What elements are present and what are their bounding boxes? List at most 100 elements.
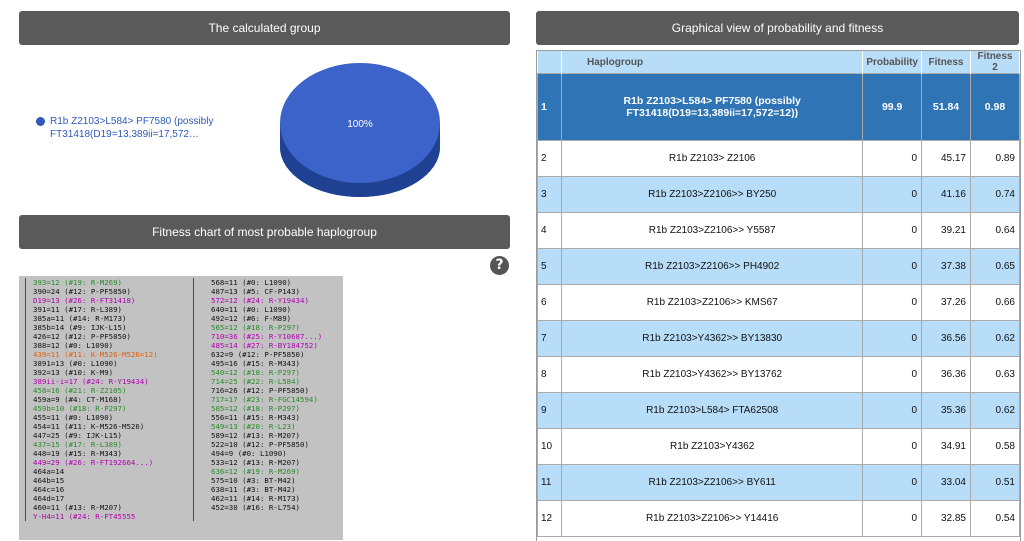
- table-header-row: Haplogroup Probability Fitness Fitness 2: [537, 51, 1020, 74]
- haplogroup-table-container[interactable]: Haplogroup Probability Fitness Fitness 2…: [536, 50, 1021, 541]
- col-probability[interactable]: Probability: [862, 51, 922, 74]
- str-row: 710=36 (#25: R-Y10687...): [181, 332, 343, 341]
- col-haplogroup[interactable]: Haplogroup: [561, 51, 864, 74]
- str-label: Y-H4=11 (#24: R-FT45555: [33, 512, 136, 521]
- table-row[interactable]: 9 R1b Z2103>L584> FTA62508 0 35.36 0.62: [537, 392, 1020, 429]
- table-row[interactable]: 8 R1b Z2103>Y4362>> BY13762 0 36.36 0.63: [537, 356, 1020, 393]
- str-marker-bar: [193, 296, 194, 305]
- str-label: 392=13 (#10: K-M9): [33, 368, 114, 377]
- str-marker-bar: [193, 341, 194, 350]
- str-label: 632=9 (#12: P-PF5850): [211, 350, 305, 359]
- str-row: 393=12 (#19: R-M269): [19, 278, 181, 287]
- legend-dot: [36, 117, 45, 126]
- row-index: 2: [537, 140, 562, 177]
- str-marker-bar: [193, 512, 194, 521]
- col-fitness[interactable]: Fitness: [921, 51, 971, 74]
- str-marker-bar: [25, 485, 26, 494]
- row-probability: 0: [862, 284, 922, 321]
- row-index: 12: [537, 500, 562, 537]
- str-label: 385b=14 (#9: IJK-L15): [33, 323, 127, 332]
- str-row: 464a=14: [19, 467, 181, 476]
- str-row: 589=12 (#13: R-M207): [181, 431, 343, 440]
- str-row: 462=11 (#14: R-M173): [181, 494, 343, 503]
- row-probability: 0: [862, 428, 922, 465]
- table-row[interactable]: 4 R1b Z2103>Z2106>> Y5587 0 39.21 0.64: [537, 212, 1020, 249]
- table-row[interactable]: 10 R1b Z2103>Y4362 0 34.91 0.58: [537, 428, 1020, 465]
- row-fitness-2: 0.62: [970, 392, 1020, 429]
- str-row: 492=12 (#6: F-M89): [181, 314, 343, 323]
- row-probability: 0: [862, 212, 922, 249]
- table-row[interactable]: 3 R1b Z2103>Z2106>> BY250 0 41.16 0.74: [537, 176, 1020, 213]
- col-fitness-2[interactable]: Fitness 2: [970, 51, 1020, 74]
- row-haplogroup: R1b Z2103>Z2106>> KMS67: [560, 284, 864, 321]
- str-row: 716=26 (#12: P-PF5850): [181, 386, 343, 395]
- str-row: 426=12 (#12: P-PF5850): [19, 332, 181, 341]
- str-row: Y-H4=11 (#24: R-FT45555: [19, 512, 181, 521]
- table-row[interactable]: 12 R1b Z2103>Z2106>> Y14416 0 32.85 0.54: [537, 500, 1020, 537]
- row-index: 8: [537, 356, 562, 393]
- table-row[interactable]: 6 R1b Z2103>Z2106>> KMS67 0 37.26 0.66: [537, 284, 1020, 321]
- row-probability: 0: [862, 140, 922, 177]
- str-label: D19=13 (#26: R-FT31418): [33, 296, 136, 305]
- str-row: 522=10 (#12: P-PF5850): [181, 440, 343, 449]
- str-label: 459b=10 (#18: R-P297): [33, 404, 127, 413]
- str-row: 385b=14 (#9: IJK-L15): [19, 323, 181, 332]
- pie-slice-label: 100%: [347, 119, 373, 130]
- str-marker-bar: [193, 422, 194, 431]
- str-row: 533=12 (#13: R-M207): [181, 458, 343, 467]
- str-row: 390=24 (#12: P-PF5850): [19, 287, 181, 296]
- row-index: 1: [537, 73, 562, 141]
- table-row[interactable]: 7 R1b Z2103>Y4362>> BY13830 0 36.56 0.62: [537, 320, 1020, 357]
- str-marker-bar: [25, 278, 26, 287]
- row-haplogroup: R1b Z2103>Y4362: [560, 428, 864, 465]
- pie-slice-100[interactable]: [280, 63, 440, 183]
- str-label: 710=36 (#25: R-Y10687...): [211, 332, 323, 341]
- row-index: 4: [537, 212, 562, 249]
- str-marker-bar: [25, 467, 26, 476]
- table-row[interactable]: 1 R1b Z2103>L584> PF7580 (possibly FT3141…: [537, 73, 1020, 141]
- str-marker-bar: [25, 458, 26, 467]
- str-marker-bar: [193, 494, 194, 503]
- str-label: 389ii-i=17 (#24: R-Y19434): [33, 377, 149, 386]
- row-fitness: 34.91: [921, 428, 971, 465]
- legend-label: R1b Z2103>L584> PF7580 (possibly FT31418…: [50, 116, 214, 140]
- str-row: 717=17 (#23: R-FGC14594): [181, 395, 343, 404]
- group-pie-chart[interactable]: 100%: [280, 60, 440, 210]
- str-label: 464a=14: [33, 467, 65, 476]
- str-label: 636=12 (#19: R-M269): [211, 467, 300, 476]
- question-circle-icon[interactable]: ?: [490, 256, 509, 275]
- row-fitness: 36.36: [921, 356, 971, 393]
- str-row: 494=9 (#0: L1090): [181, 449, 343, 458]
- row-haplogroup: R1b Z2103>Z2106>> Y5587: [560, 212, 864, 249]
- row-index: 10: [537, 428, 562, 465]
- row-haplogroup: R1b Z2103>L584> PF7580 (possibly FT31418…: [560, 73, 864, 141]
- table-row[interactable]: 5 R1b Z2103>Z2106>> PH4902 0 37.38 0.65: [537, 248, 1020, 285]
- str-marker-bar: [25, 332, 26, 341]
- str-label: 447=25 (#9: IJK-L15): [33, 431, 122, 440]
- row-fitness-2: 0.89: [970, 140, 1020, 177]
- row-fitness: 33.04: [921, 464, 971, 501]
- str-row: 385a=11 (#14: R-M173): [19, 314, 181, 323]
- str-label: 452=30 (#16: R-L754): [211, 503, 300, 512]
- table-row[interactable]: 11 R1b Z2103>Z2106>> BY611 0 33.04 0.51: [537, 464, 1020, 501]
- str-label: 393=12 (#19: R-M269): [33, 278, 122, 287]
- row-fitness-2: 0.66: [970, 284, 1020, 321]
- row-probability: 99.9: [862, 73, 922, 141]
- str-row: 392=13 (#10: K-M9): [19, 368, 181, 377]
- str-marker-bar: [25, 449, 26, 458]
- str-row: 714=25 (#22: R-L584): [181, 377, 343, 386]
- str-row: 447=25 (#9: IJK-L15): [19, 431, 181, 440]
- str-marker-bar: [193, 440, 194, 449]
- fitness-chart-header: Fitness chart of most probable haplogrou…: [19, 215, 510, 249]
- str-label: 640=11 (#0: L1090): [211, 305, 292, 314]
- str-label: 437=15 (#17: R-L389): [33, 440, 122, 449]
- calculated-group-header: The calculated group: [19, 11, 510, 45]
- row-haplogroup: R1b Z2103>Y4362>> BY13830: [560, 320, 864, 357]
- row-haplogroup: R1b Z2103>Z2106>> BY611: [560, 464, 864, 501]
- table-row[interactable]: 2 R1b Z2103> Z2106 0 45.17 0.89: [537, 140, 1020, 177]
- row-index: 3: [537, 176, 562, 213]
- str-marker-bar: [25, 359, 26, 368]
- str-marker-bar: [25, 404, 26, 413]
- str-label: 449=29 (#26: R-FT192664...): [33, 458, 154, 467]
- str-marker-bar: [193, 377, 194, 386]
